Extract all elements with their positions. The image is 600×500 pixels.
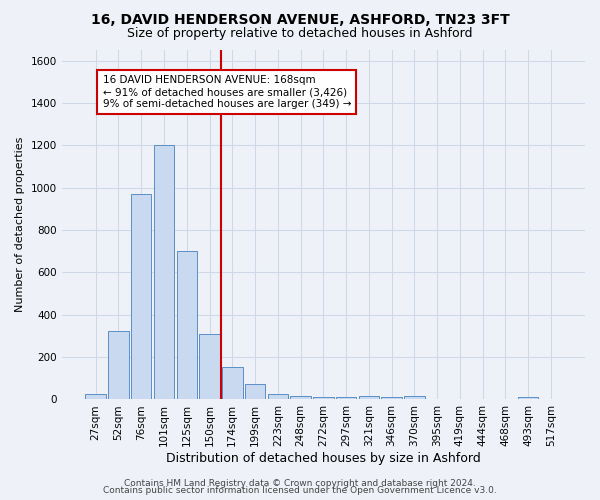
Bar <box>176 251 197 400</box>
Bar <box>222 366 242 400</box>
Bar <box>154 146 174 400</box>
Bar <box>359 396 379 400</box>
Bar <box>268 394 288 400</box>
Bar <box>404 396 425 400</box>
Bar <box>131 194 151 400</box>
Bar <box>382 398 402 400</box>
Y-axis label: Number of detached properties: Number of detached properties <box>15 137 25 312</box>
Text: Contains HM Land Registry data © Crown copyright and database right 2024.: Contains HM Land Registry data © Crown c… <box>124 478 476 488</box>
Bar <box>518 398 538 400</box>
Bar <box>85 394 106 400</box>
Bar <box>290 396 311 400</box>
Bar <box>336 398 356 400</box>
Text: 16, DAVID HENDERSON AVENUE, ASHFORD, TN23 3FT: 16, DAVID HENDERSON AVENUE, ASHFORD, TN2… <box>91 12 509 26</box>
Bar <box>108 330 129 400</box>
Text: Size of property relative to detached houses in Ashford: Size of property relative to detached ho… <box>127 28 473 40</box>
Text: 16 DAVID HENDERSON AVENUE: 168sqm
← 91% of detached houses are smaller (3,426)
9: 16 DAVID HENDERSON AVENUE: 168sqm ← 91% … <box>103 76 351 108</box>
X-axis label: Distribution of detached houses by size in Ashford: Distribution of detached houses by size … <box>166 452 481 465</box>
Bar <box>199 334 220 400</box>
Bar <box>245 384 265 400</box>
Bar <box>313 398 334 400</box>
Text: Contains public sector information licensed under the Open Government Licence v3: Contains public sector information licen… <box>103 486 497 495</box>
